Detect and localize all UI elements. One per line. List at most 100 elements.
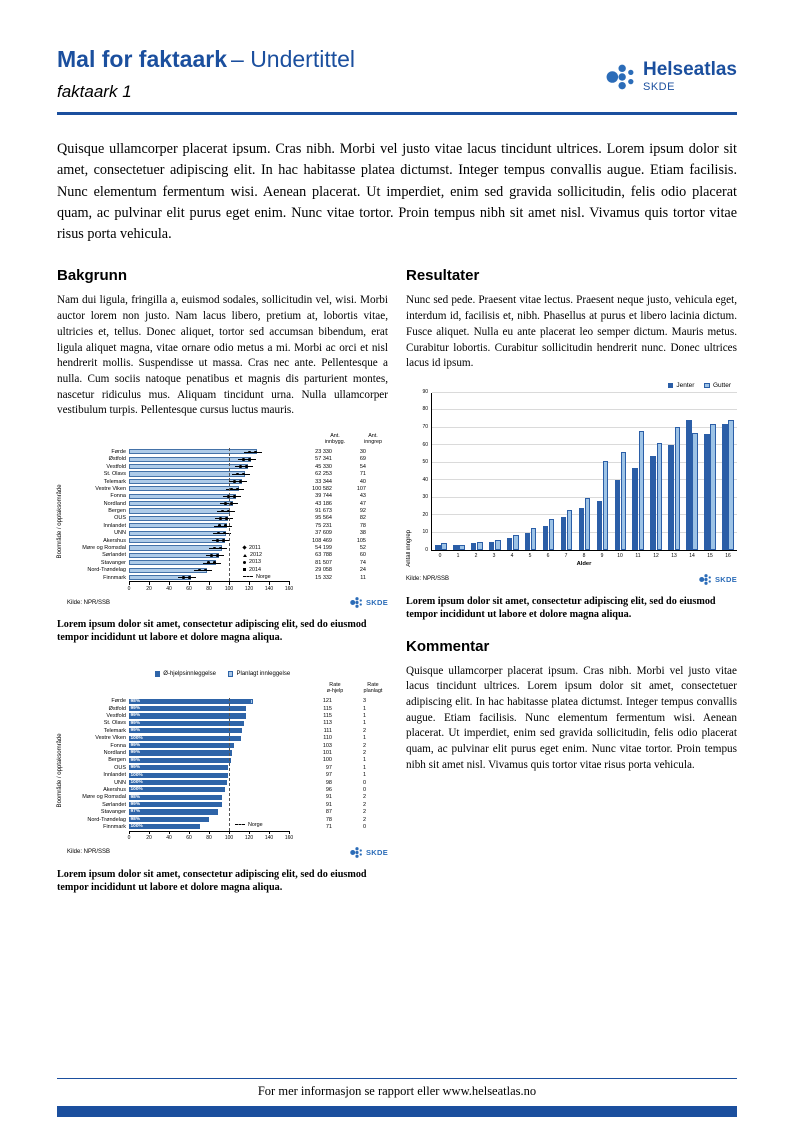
- title-suffix: – Undertittel: [231, 46, 356, 72]
- chart1-row: Nordland 43 186 47: [67, 500, 388, 507]
- ohjelp-bar: 98%: [129, 794, 220, 800]
- rate-planlagt-value: 2: [362, 794, 366, 801]
- x-tick-label: 0: [438, 552, 442, 559]
- rate-bar: [129, 478, 242, 485]
- bar-track: [129, 552, 290, 559]
- title-block: Mal for faktaark – Undertittel faktaark 1: [57, 46, 355, 102]
- rate-bar: [129, 456, 251, 462]
- rate-planlagt-value: 1: [362, 764, 366, 771]
- rate-planlagt-value: 1: [362, 757, 366, 764]
- y-tick-label: 50: [422, 459, 428, 466]
- axis-tick-label: 40: [166, 585, 172, 592]
- inngrep-value: 24: [359, 567, 366, 574]
- uncertainty-whisker: [203, 562, 221, 564]
- ohjelp-bar: 100%: [129, 787, 225, 793]
- legend-label: 2014: [249, 566, 261, 573]
- chart-admission-type-by-region: Ø-hjelpsinnleggelse Planlagt innleggelse …: [57, 671, 388, 858]
- chart2-col-header-planlagt: Rate planlagt: [363, 682, 383, 695]
- bar-track: 98%: [129, 794, 290, 801]
- chart1-col-header-inngrep: Ant. inngrep: [364, 432, 382, 446]
- right-column: Resultater Nunc sed pede. Praesent vitae…: [406, 267, 737, 894]
- chart1-source: Kilde: NPR/SSB: [67, 599, 111, 606]
- rate-ohjelp-value: 91: [325, 801, 332, 808]
- inngrep-value: 38: [359, 530, 366, 537]
- legend-marker: [243, 553, 247, 557]
- bar-group: [593, 460, 611, 551]
- axis-tick: [289, 831, 290, 835]
- region-label: Stavanger: [100, 809, 126, 816]
- bar-track: [129, 522, 290, 529]
- y-tick-label: 70: [422, 423, 428, 430]
- gridline: [432, 496, 737, 498]
- rate-bar: [129, 464, 248, 470]
- x-tick-label: 4: [510, 552, 514, 559]
- rate-ohjelp-value: 98: [325, 779, 332, 786]
- region-label: Førde: [111, 448, 126, 455]
- rate-planlagt-value: 2: [362, 816, 366, 823]
- legend-swatch: [704, 382, 710, 389]
- axis-tick-label: 160: [284, 585, 294, 592]
- rate-bar: [129, 508, 230, 514]
- inngrep-value: 47: [359, 500, 366, 507]
- gutter-bar: [692, 432, 698, 551]
- inngrep-value: 43: [359, 493, 366, 500]
- chart2-main: Rate ø-hjelp Rate planlagt Førde 98% 121 3 Ø…: [67, 682, 388, 858]
- bar-track: [129, 478, 290, 485]
- rate-ohjelp-value: 101: [322, 750, 332, 757]
- rate-bar: [129, 493, 236, 499]
- bar-track: 99%: [129, 801, 290, 808]
- innbyggere-value: 33 344: [315, 478, 332, 485]
- inngrep-value: 82: [359, 515, 366, 522]
- chart1-row: Innlandet 75 231 78: [67, 522, 388, 529]
- chart1-row: Nord-Trøndelag 29 058 24: [67, 567, 388, 574]
- axis-tick-label: 140: [264, 835, 274, 842]
- chart3-caption: Lorem ipsum dolor sit amet, consectetur …: [406, 595, 716, 620]
- axis-tick: [269, 582, 270, 585]
- legend-marker: [243, 560, 246, 564]
- rate-ohjelp-value: 97: [325, 772, 332, 779]
- axis-tick: [229, 831, 230, 835]
- region-label: Bergen: [108, 508, 126, 515]
- chart1-row: Østfold 57 341 69: [67, 456, 388, 463]
- bar-group: [522, 527, 540, 551]
- bar-track: 100%: [129, 779, 290, 786]
- legend-label: 2011: [249, 544, 261, 551]
- axis-tick: [209, 831, 210, 835]
- rate-planlagt-value: 2: [362, 809, 366, 816]
- helseatlas-logo-name: Helseatlas: [642, 59, 737, 80]
- region-label: Innlandet: [103, 522, 126, 529]
- bar-track: 100%: [129, 735, 290, 742]
- chart1-row: Sørlandet 63 788 60: [67, 552, 388, 559]
- jenter-bar: [488, 541, 495, 551]
- rate-bar: [129, 501, 233, 507]
- y-tick-label: 30: [422, 494, 428, 501]
- chart3-legend: Jenter Gutter: [406, 382, 731, 389]
- innbyggere-value: 23 330: [315, 448, 332, 455]
- uncertainty-whisker: [194, 569, 212, 571]
- chart1-row: Vestre Viken 100 582 107: [67, 485, 388, 492]
- chart1-row: Møre og Romsdal 54 199 52: [67, 544, 388, 551]
- year-marker: [216, 539, 219, 542]
- rate-planlagt-value: 2: [362, 750, 366, 757]
- bar-track: 98%: [129, 816, 290, 823]
- inngrep-value: 107: [356, 485, 366, 492]
- y-tick-label: 10: [422, 529, 428, 536]
- bar-track: 99%: [129, 749, 290, 756]
- ohjelp-bar: 100%: [129, 735, 239, 741]
- legend-item: Planlagt innleggelse: [227, 671, 290, 677]
- gutter-bar: [674, 427, 680, 551]
- chart1-row: Vestfold 45 330 54: [67, 463, 388, 470]
- planlagt-bar: [250, 698, 253, 704]
- chart2-row: Akershus 100% 96 0: [67, 786, 388, 793]
- planlagt-bar: [239, 735, 241, 741]
- chart1-row: Bergen 91 673 92: [67, 507, 388, 514]
- year-marker: [207, 561, 210, 565]
- region-label: Nord-Trøndelag: [87, 567, 126, 574]
- chart1-row: Fonna 39 744 43: [67, 493, 388, 500]
- gutter-bar: [728, 420, 734, 551]
- axis-tick: [189, 582, 190, 585]
- axis-tick-label: 60: [186, 585, 192, 592]
- planlagt-bar: [207, 816, 209, 823]
- y-tick-label: 90: [422, 388, 428, 395]
- chart-inngrep-by-age: Jenter Gutter Antall inngrep 0 10 20 30 40 50 6…: [406, 382, 737, 586]
